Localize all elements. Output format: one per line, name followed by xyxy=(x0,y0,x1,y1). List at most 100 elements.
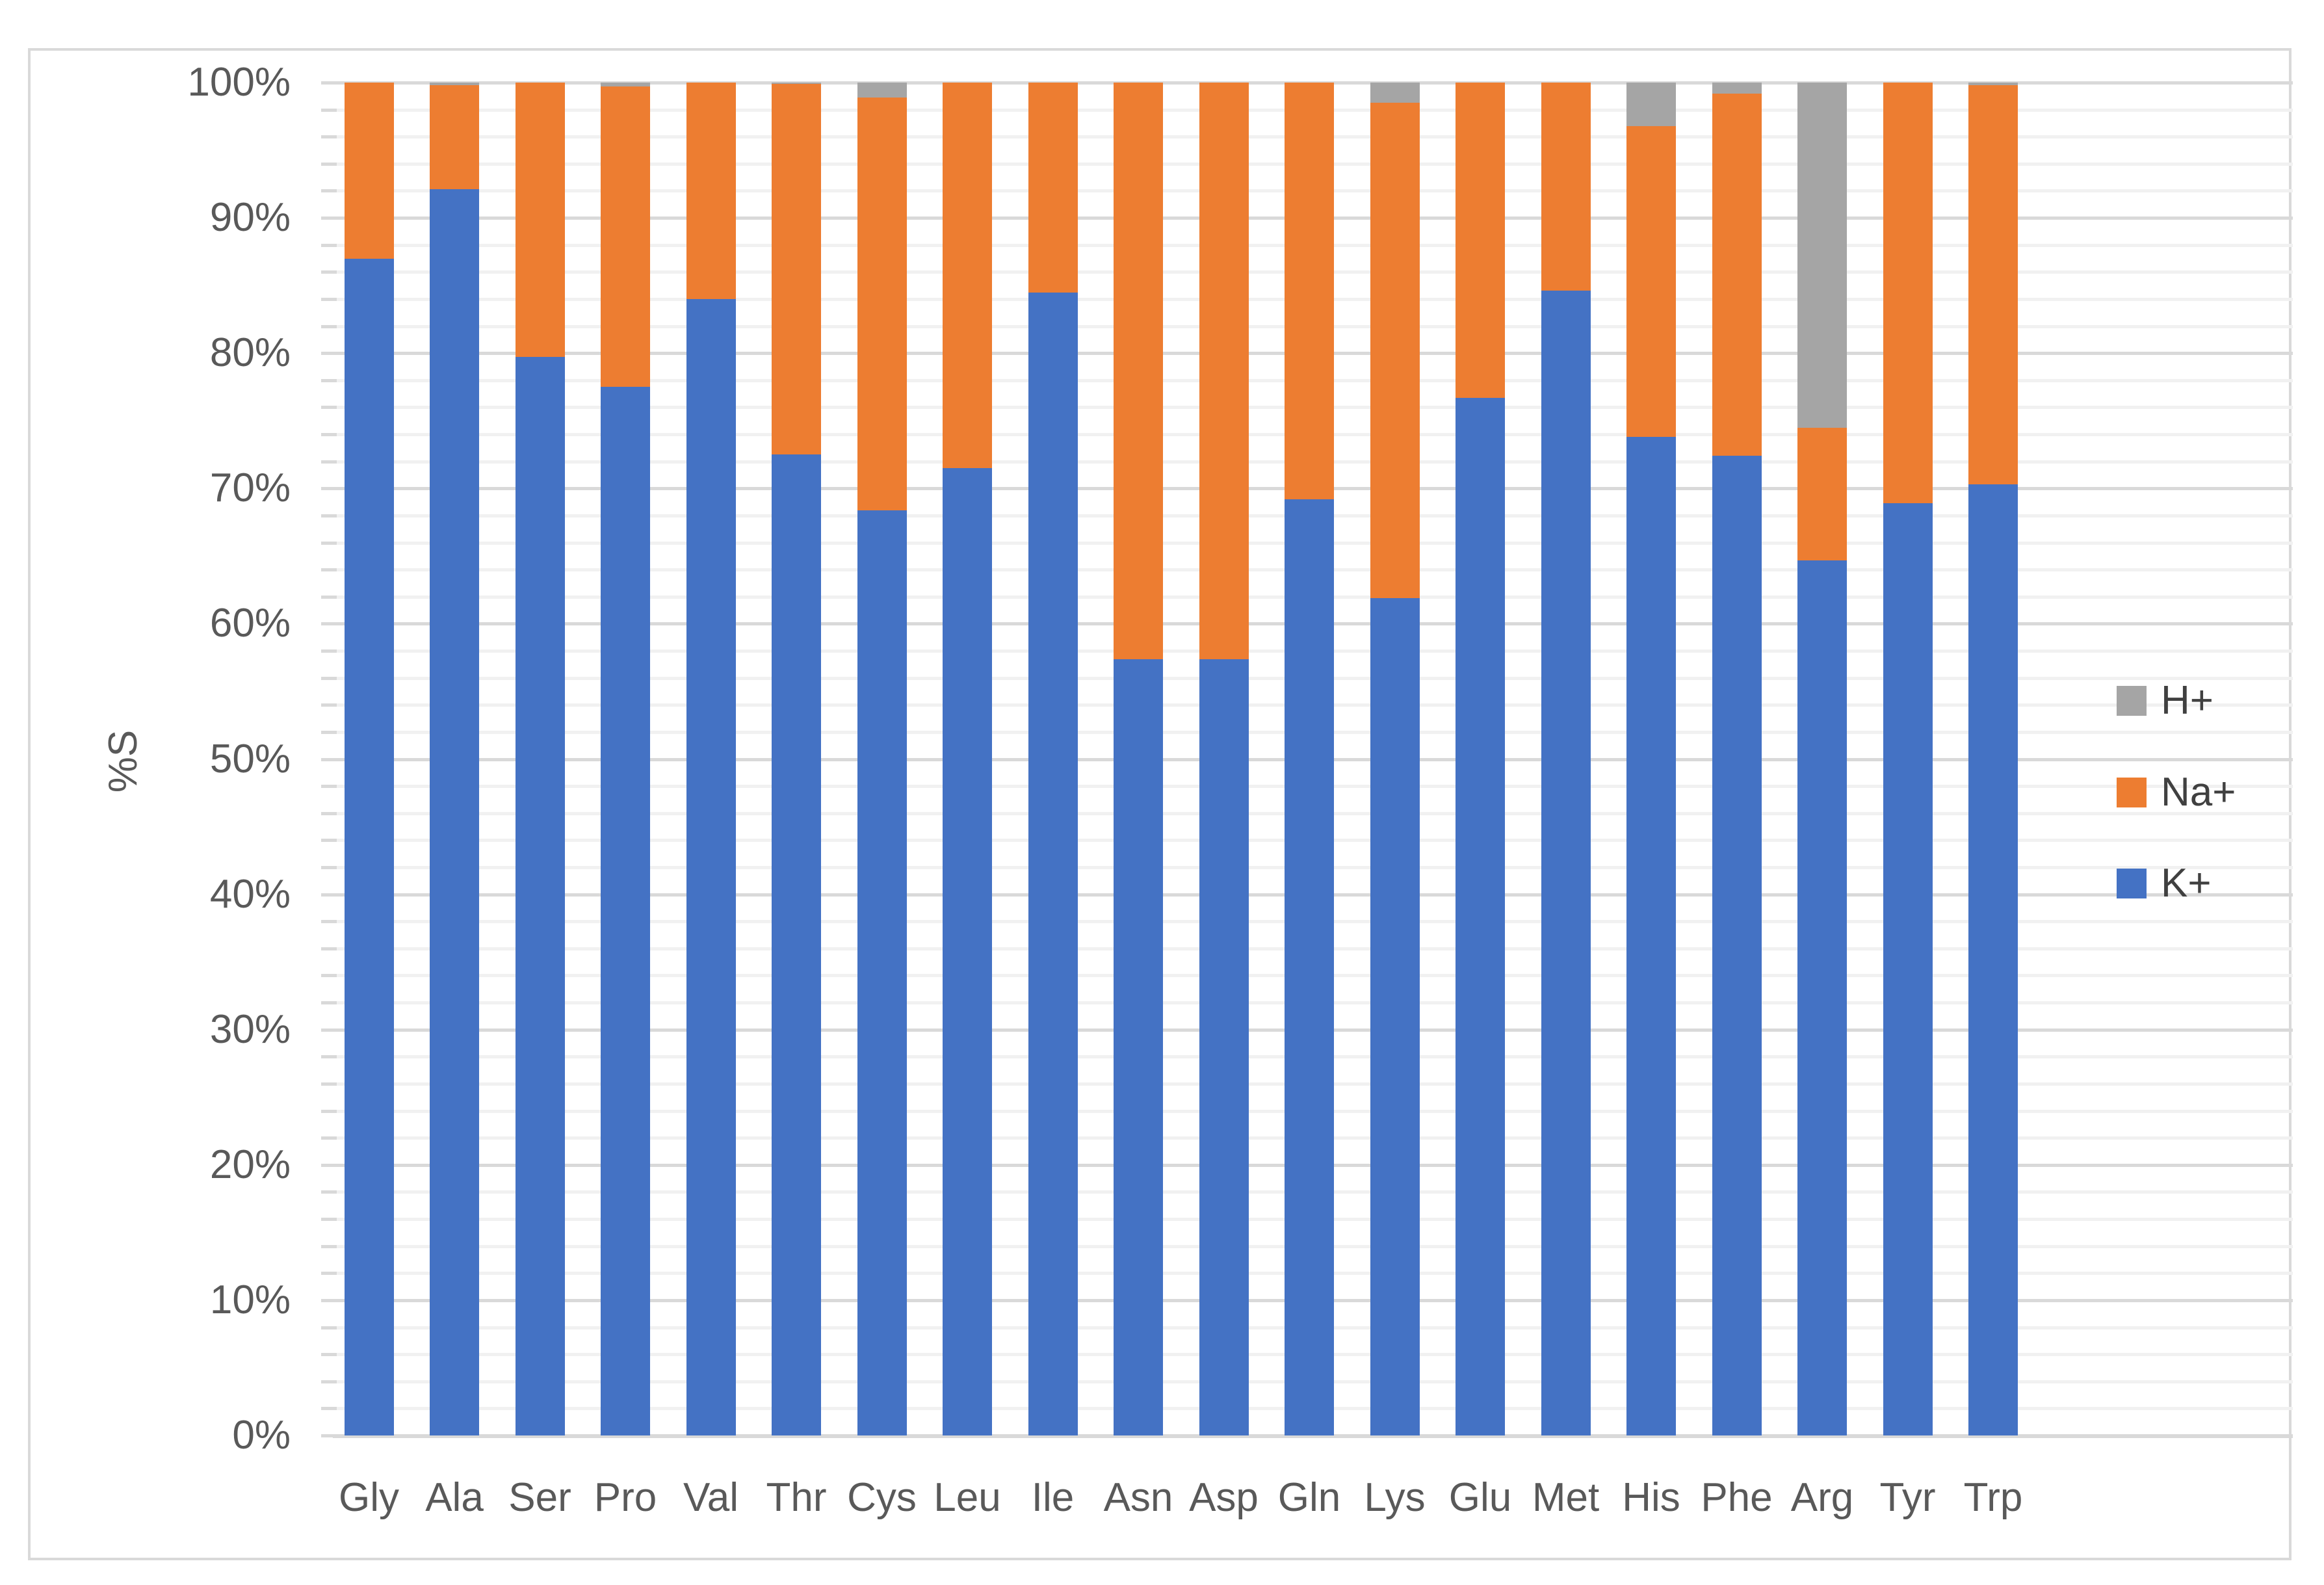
y-axis-tick xyxy=(321,1434,337,1437)
y-axis-tick xyxy=(321,378,337,382)
bar-segment-h-His xyxy=(1626,83,1676,126)
bar-segment-k-Cys xyxy=(857,510,907,1435)
bar-segment-k-Ser xyxy=(515,357,565,1435)
bar-segment-k-Asp xyxy=(1199,659,1249,1435)
legend-item-H: H+ xyxy=(2117,678,2213,724)
bar-segment-k-Gln xyxy=(1285,499,1334,1435)
y-axis-tick xyxy=(321,352,337,356)
legend-swatch-H xyxy=(2117,686,2147,716)
bar-segment-k-His xyxy=(1626,437,1676,1435)
y-axis-label-20: 20% xyxy=(209,1142,291,1187)
bar-segment-na-Ile xyxy=(1028,83,1078,293)
bar-segment-k-Arg xyxy=(1797,560,1847,1435)
y-axis-tick xyxy=(321,595,337,599)
y-axis-tick xyxy=(321,1298,337,1302)
y-axis-tick xyxy=(321,811,337,815)
y-axis-tick xyxy=(321,947,337,950)
bar-segment-na-Cys xyxy=(857,97,907,510)
bar-segment-h-Thr xyxy=(772,83,821,85)
y-axis-tick xyxy=(321,189,337,193)
y-axis-tick xyxy=(321,839,337,843)
y-axis-tick xyxy=(321,1272,337,1276)
x-axis-label-Leu: Leu xyxy=(934,1475,1001,1520)
y-axis-tick xyxy=(321,1028,337,1032)
legend-swatch-Na xyxy=(2117,777,2147,807)
bar-segment-h-Trp xyxy=(1968,83,2018,86)
y-axis-label-40: 40% xyxy=(209,871,291,917)
bar-segment-na-Pro xyxy=(601,86,650,387)
bar-segment-h-Ala xyxy=(430,83,479,86)
x-axis-label-Tyr: Tyr xyxy=(1879,1475,1936,1520)
bar-segment-na-Gln xyxy=(1285,83,1334,499)
x-axis-label-Asn: Asn xyxy=(1103,1475,1173,1520)
y-axis-tick xyxy=(321,1244,337,1248)
bar-segment-na-His xyxy=(1626,125,1676,438)
x-axis-label-Lys: Lys xyxy=(1364,1475,1426,1520)
bar-segment-k-Ile xyxy=(1028,292,1078,1435)
y-axis-tick xyxy=(321,730,337,734)
y-axis-tick xyxy=(321,649,337,653)
y-axis-tick xyxy=(321,1109,337,1113)
bar-segment-h-Arg xyxy=(1797,83,1847,428)
bar-segment-k-Met xyxy=(1541,291,1591,1435)
y-axis-tick xyxy=(321,541,337,545)
y-axis-tick xyxy=(321,1380,337,1383)
y-axis-tick xyxy=(321,1163,337,1167)
y-axis-tick xyxy=(321,1407,337,1411)
bar-segment-k-Thr xyxy=(772,454,821,1435)
bar-segment-h-Pro xyxy=(601,83,650,87)
y-axis-tick xyxy=(321,297,337,301)
legend-item-K: K+ xyxy=(2117,861,2212,906)
bar-segment-h-Phe xyxy=(1712,83,1762,94)
y-axis-tick xyxy=(321,514,337,517)
bar-segment-na-Arg xyxy=(1797,427,1847,560)
bar-segment-k-Ala xyxy=(430,189,479,1435)
x-axis-label-Cys: Cys xyxy=(847,1475,917,1520)
bar-segment-h-Cys xyxy=(857,83,907,98)
y-axis-tick xyxy=(321,568,337,572)
bar-segment-na-Trp xyxy=(1968,85,2018,485)
bar-segment-k-Tyr xyxy=(1883,503,1933,1435)
x-axis-label-Pro: Pro xyxy=(594,1475,657,1520)
y-axis-tick xyxy=(321,757,337,761)
y-axis-label-60: 60% xyxy=(209,601,291,646)
x-axis-label-Gly: Gly xyxy=(339,1475,399,1520)
x-axis-label-Ser: Ser xyxy=(508,1475,571,1520)
y-axis-tick xyxy=(321,676,337,680)
y-axis-label-50: 50% xyxy=(209,736,291,781)
y-axis-label-0: 0% xyxy=(232,1413,291,1458)
y-axis-label-90: 90% xyxy=(209,195,291,241)
y-axis-tick xyxy=(321,974,337,978)
y-axis-tick xyxy=(321,1136,337,1140)
x-axis-label-Thr: Thr xyxy=(766,1475,827,1520)
bar-segment-na-Glu xyxy=(1456,83,1505,398)
bar-segment-na-Thr xyxy=(772,84,821,455)
x-axis-label-Gln: Gln xyxy=(1277,1475,1341,1520)
y-axis-tick xyxy=(321,1082,337,1086)
x-axis-label-Asp: Asp xyxy=(1189,1475,1259,1520)
y-axis-label-30: 30% xyxy=(209,1006,291,1052)
x-axis-label-Met: Met xyxy=(1532,1475,1600,1520)
bar-segment-na-Gly xyxy=(344,83,394,259)
y-axis-tick xyxy=(321,216,337,220)
bar-segment-na-Ala xyxy=(430,85,479,190)
y-axis-tick xyxy=(321,487,337,491)
y-axis-tick xyxy=(321,135,337,139)
bar-segment-na-Leu xyxy=(943,83,992,469)
x-axis-label-Ile: Ile xyxy=(1031,1475,1075,1520)
y-axis-label-80: 80% xyxy=(209,330,291,376)
bar-segment-na-Met xyxy=(1541,83,1591,291)
bar-segment-k-Trp xyxy=(1968,484,2018,1435)
major-gridline xyxy=(333,1434,2293,1438)
y-axis-label-10: 10% xyxy=(209,1277,291,1322)
y-axis-tick xyxy=(321,162,337,166)
x-axis-label-Glu: Glu xyxy=(1448,1475,1512,1520)
y-axis-tick xyxy=(321,460,337,464)
x-axis-label-Val: Val xyxy=(683,1475,738,1520)
bar-segment-na-Tyr xyxy=(1883,83,1933,504)
y-axis-tick xyxy=(321,920,337,924)
y-axis-tick xyxy=(321,1353,337,1357)
bar-segment-na-Asn xyxy=(1114,83,1163,659)
y-axis-tick xyxy=(321,108,337,112)
